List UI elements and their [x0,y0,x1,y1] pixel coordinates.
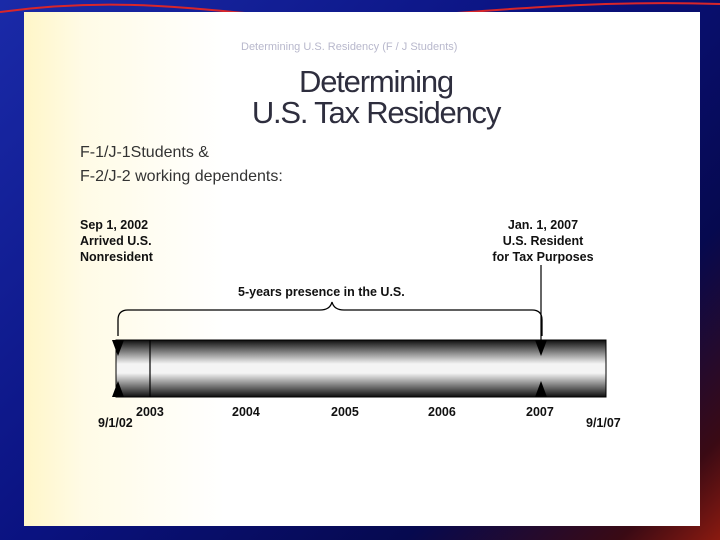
page-title: Determining U.S. Tax Residency [180,66,572,128]
subtitle: F-1/J-1Students & F-2/J-2 working depend… [80,141,283,189]
year-label-2007: 2007 [526,405,554,419]
year-label-2004: 2004 [232,405,260,419]
title-line-2: U.S. Tax Residency [251,95,502,130]
year-label-2006: 2006 [428,405,456,419]
timeline-start-label: 9/1/02 [98,416,133,430]
arrival-line-3: Nonresident [80,250,153,264]
resident-marker-top [535,340,547,356]
start-marker-top [112,340,124,356]
arrival-label: Sep 1, 2002 Arrived U.S. Nonresident [80,217,153,265]
subtitle-line-1: F-1/J-1Students & [80,144,209,161]
span-label: 5-years presence in the U.S. [238,285,405,299]
slide-panel [24,12,700,526]
resident-marker-bottom [535,381,547,397]
title-line-1: Determining [299,64,454,99]
year-label-2003: 2003 [136,405,164,419]
span-brace [117,301,543,336]
timeline-end-label: 9/1/07 [586,416,621,430]
start-marker-bottom [112,381,124,397]
arrival-date: Sep 1, 2002 [80,218,149,232]
arrival-line-2: Arrived U.S. [80,234,152,248]
resident-line-3: for Tax Purposes [492,250,594,264]
year-label-2005: 2005 [331,405,359,419]
subtitle-line-2: F-2/J-2 working dependents: [80,168,283,185]
resident-label: Jan. 1, 2007 U.S. Resident for Tax Purpo… [478,217,608,265]
resident-date: Jan. 1, 2007 [507,218,579,232]
resident-line-2: U.S. Resident [502,234,584,248]
header-small-title: Determining U.S. Residency (F / J Studen… [241,41,458,53]
timeline-bar [115,339,607,398]
